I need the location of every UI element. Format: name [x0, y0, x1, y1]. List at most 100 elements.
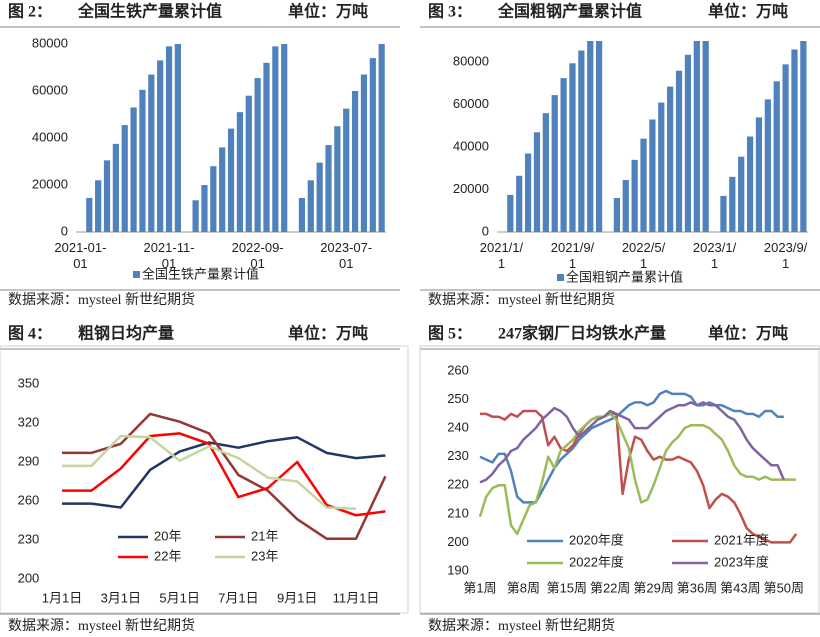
y-tick-label: 220: [447, 477, 469, 492]
bar: [174, 44, 181, 232]
bar: [334, 126, 341, 232]
x-tick-label: 2022-09-01: [231, 240, 284, 271]
y-tick-label: 0: [482, 223, 489, 238]
bar: [684, 54, 692, 232]
x-tick-label: 第50周: [764, 580, 804, 595]
bar: [86, 197, 93, 232]
y-tick-label: 40000: [453, 139, 489, 154]
plot-frame: [0, 345, 409, 614]
legend-label: 2020年度: [569, 532, 624, 547]
bar: [524, 153, 532, 232]
figure-label: 图 2：: [8, 3, 52, 21]
x-tick-label: 9月1日: [277, 590, 317, 605]
x-tick-label: 7月1日: [218, 590, 258, 605]
bar: [551, 95, 558, 232]
bar: [263, 62, 270, 232]
bar: [245, 95, 252, 232]
bar: [773, 81, 780, 232]
series-line: [479, 389, 784, 504]
x-tick-label: 第22周: [590, 580, 630, 595]
y-tick-label: 20000: [32, 176, 68, 191]
source: 数据来源：mysteel 新世纪期货: [8, 617, 195, 634]
figure-label: 图 5：: [428, 325, 472, 343]
x-tick-label: 2021-01-01: [54, 240, 107, 271]
legend-label: 22年: [154, 548, 181, 563]
bar: [746, 136, 754, 232]
bar: [95, 180, 102, 232]
x-tick-label: 2023/1/1: [692, 240, 737, 271]
chart-title: 粗钢日均产量: [78, 324, 174, 343]
y-tick-label: 230: [18, 531, 40, 546]
x-tick-label: 11月1日: [333, 590, 380, 605]
legend-label: 23年: [251, 548, 278, 563]
bar: [622, 180, 629, 232]
legend-label: 21年: [251, 528, 278, 543]
bar: [675, 70, 683, 232]
bar: [560, 78, 567, 232]
series-line: [478, 412, 797, 536]
bar: [631, 159, 638, 232]
bar: [272, 46, 279, 232]
y-tick-label: 240: [447, 420, 469, 435]
bar: [720, 195, 727, 232]
bar: [316, 162, 323, 232]
bar: [351, 91, 359, 232]
y-tick-label: 80000: [32, 35, 68, 50]
y-tick-label: 230: [447, 448, 469, 463]
bar: [192, 200, 199, 232]
legend-label: 2023年度: [714, 554, 769, 569]
bar: [693, 41, 700, 232]
y-tick-label: 260: [18, 492, 40, 507]
bar: [507, 194, 514, 232]
chart-title: 全国粗钢产量累计值: [497, 2, 642, 21]
bar: [130, 107, 137, 232]
figure-label: 图 4：: [8, 325, 52, 343]
bar: [227, 128, 235, 232]
legend-swatch: [557, 274, 564, 281]
y-tick-label: 250: [447, 391, 469, 406]
legend-label: 全国粗钢产量累计值: [566, 269, 683, 284]
series-line: [479, 401, 785, 484]
y-tick-label: 60000: [32, 82, 68, 97]
legend-label: 2021年度: [714, 532, 769, 547]
x-tick-label: 2023/9/1: [763, 240, 808, 271]
y-tick-label: 190: [447, 562, 469, 577]
bar: [281, 44, 288, 232]
bar: [360, 74, 368, 232]
y-tick-label: 210: [447, 505, 469, 520]
x-tick-label: 3月1日: [101, 590, 141, 605]
bar: [343, 108, 350, 232]
x-tick-label: 2021/9/1: [550, 240, 595, 271]
y-tick-label: 290: [18, 453, 40, 468]
bar: [649, 119, 656, 232]
bar: [738, 156, 745, 232]
x-tick-label: 2021-11-01: [143, 240, 195, 271]
x-tick-label: 第43周: [720, 580, 760, 595]
y-tick-label: 200: [18, 570, 40, 585]
bar: [658, 102, 665, 233]
plot-frame: [419, 345, 820, 614]
source: 数据来源：mysteel 新世纪期货: [8, 291, 195, 308]
bar: [378, 44, 385, 232]
x-tick-label: 2022/5/1: [621, 240, 666, 271]
bar: [702, 41, 709, 232]
bar: [157, 60, 164, 233]
bar: [210, 166, 217, 232]
y-tick-label: 80000: [453, 54, 489, 69]
x-tick-label: 2021/1/1: [479, 240, 524, 271]
x-tick-label: 第36周: [677, 580, 717, 595]
x-tick-label: 2023-07-01: [320, 240, 373, 271]
bar: [219, 147, 226, 232]
bar: [254, 78, 261, 232]
bar: [596, 41, 603, 232]
bar: [542, 113, 549, 232]
bar: [569, 63, 576, 233]
x-tick-label: 第15周: [547, 580, 587, 595]
chart-title: 247家钢厂日均铁水产量: [498, 324, 666, 343]
y-tick-label: 320: [18, 414, 40, 429]
x-tick-label: 第8周: [507, 580, 540, 595]
y-tick-label: 0: [61, 223, 68, 238]
bar: [791, 49, 798, 232]
